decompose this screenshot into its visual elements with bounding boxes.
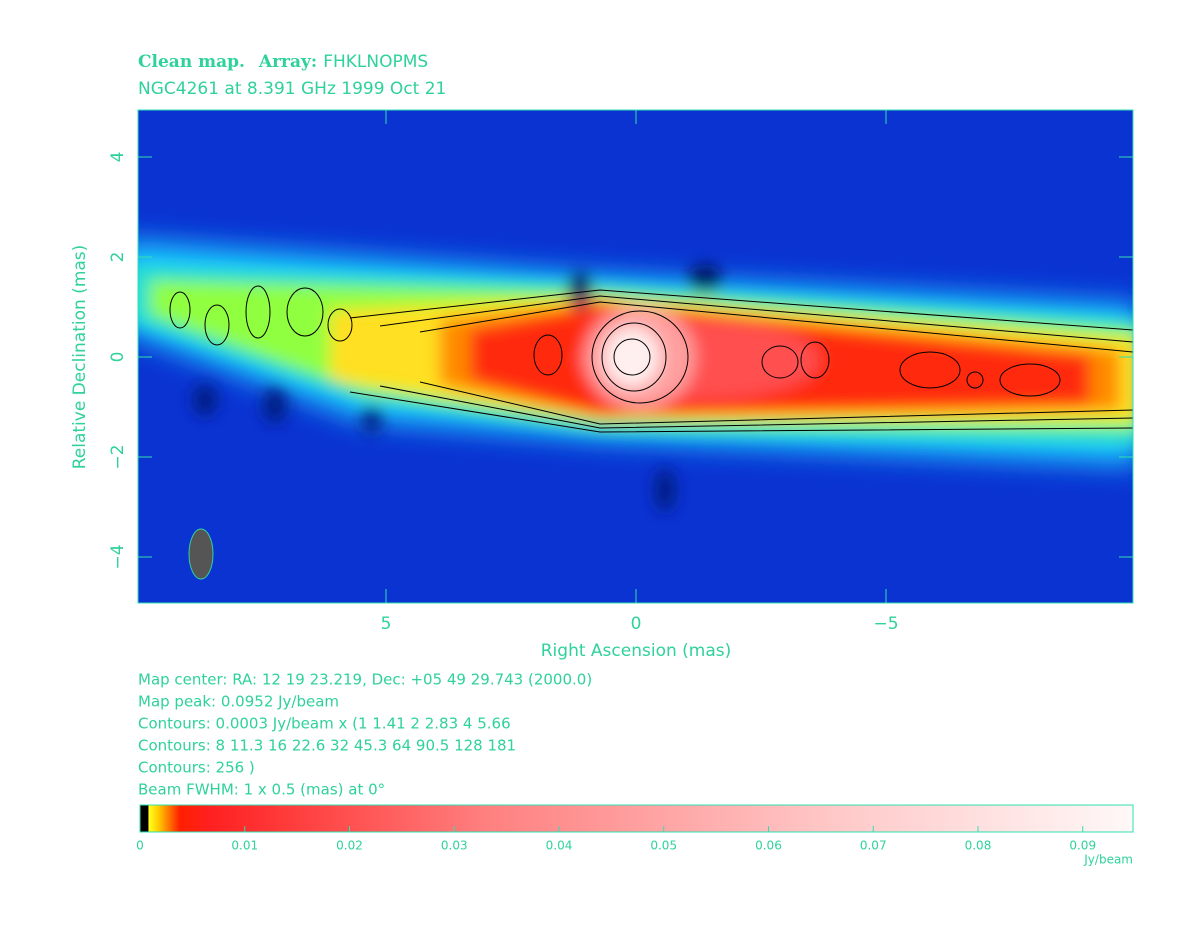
- beam: [188, 528, 214, 580]
- y-tick-label: 4: [108, 152, 128, 163]
- note-line: Contours: 8 11.3 16 22.6 32 45.3 64 90.5…: [138, 737, 516, 755]
- title: Clean map.: [138, 52, 245, 72]
- subtitle: NGC4261 at 8.391 GHz 1999 Oct 21: [138, 79, 446, 99]
- array: FHKLNOPMS: [323, 52, 428, 72]
- colorbar-tick-label: 0.09: [1069, 839, 1096, 853]
- map-image: [138, 110, 1133, 603]
- colorbar-tick-label: 0.01: [231, 839, 258, 853]
- note-line: Contours: 0.0003 Jy/beam x (1 1.41 2 2.8…: [138, 715, 511, 733]
- x-tick-label: −5: [873, 614, 898, 634]
- colorbar-tick-label: 0.07: [860, 839, 887, 853]
- colorbar-label: Jy/beam: [1083, 853, 1133, 867]
- x-tick-label: 5: [381, 614, 392, 634]
- y-tick-label: −4: [108, 544, 128, 569]
- colorbar-tick-label: 0.04: [546, 839, 573, 853]
- note-line: Beam FWHM: 1 x 0.5 (mas) at 0°: [138, 781, 385, 799]
- y-axis-label: Relative Declination (mas): [70, 245, 90, 470]
- colorbar: [139, 804, 1134, 833]
- colorbar-tick-label: 0.02: [336, 839, 363, 853]
- y-tick-label: −2: [108, 444, 128, 469]
- colorbar-tick-label: 0.05: [650, 839, 677, 853]
- x-axis-label: Right Ascension (mas): [541, 641, 732, 661]
- colorbar-tick-label: 0.08: [965, 839, 992, 853]
- array-label: Array:: [258, 52, 317, 72]
- colorbar-tick-label: 0.03: [441, 839, 468, 853]
- chart-title: Clean map. Array: FHKLNOPMS: [138, 52, 428, 73]
- colorbar-tick-label: 0.06: [755, 839, 782, 853]
- note-line: Contours: 256 ): [138, 759, 255, 777]
- note-line: Map peak: 0.0952 Jy/beam: [138, 693, 339, 711]
- colorbar-tick-label: 0: [136, 839, 144, 853]
- note-line: Map center: RA: 12 19 23.219, Dec: +05 4…: [138, 671, 592, 689]
- y-tick-label: 2: [108, 252, 128, 263]
- x-tick-label: 0: [631, 614, 642, 634]
- y-tick-label: 0: [108, 352, 128, 363]
